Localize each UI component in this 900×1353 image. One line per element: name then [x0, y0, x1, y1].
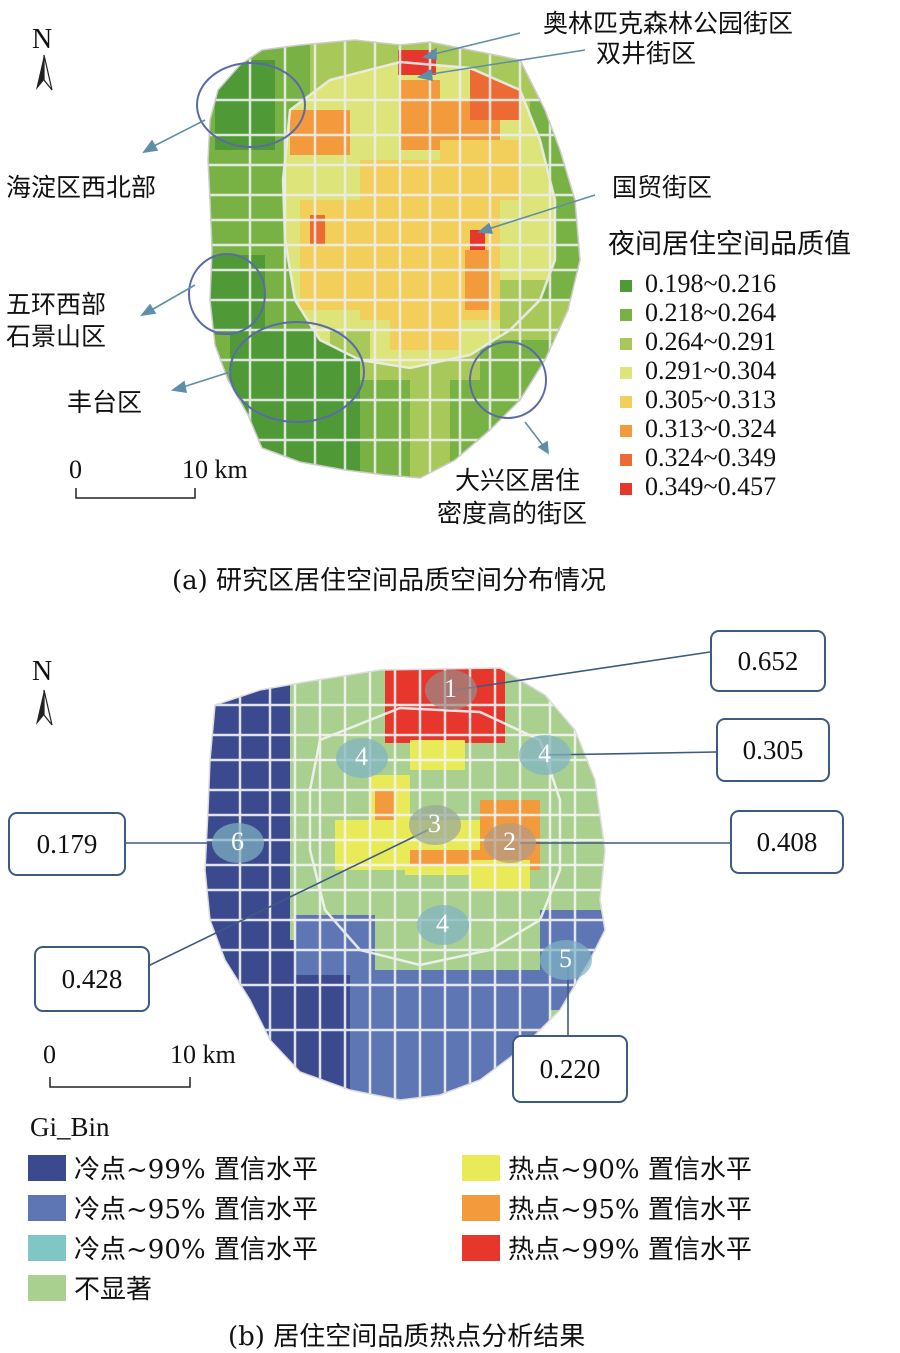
- label-wuhuan-1: 五环西部: [6, 290, 107, 319]
- label-shuangjing: 双井街区: [596, 39, 697, 68]
- caption-b: (b) 居住空间品质热点分析结果: [228, 1322, 586, 1352]
- label-guomao: 国贸街区: [612, 173, 713, 202]
- callout-cluster-3: 0.428: [34, 946, 150, 1012]
- legend-b-label-0: 冷点~99% 置信水平: [74, 1155, 318, 1185]
- cluster-1-marker: [425, 670, 477, 710]
- legend-a-swatch-1: [620, 309, 632, 321]
- cluster-3-label: 3: [428, 809, 441, 838]
- cluster-2-label: 2: [503, 827, 516, 856]
- legend-a-swatch-5: [620, 425, 632, 437]
- legend-b-swatch-0: [28, 1155, 66, 1181]
- cluster-5-marker: [540, 940, 592, 980]
- legend-a-label-1: 0.218~0.264: [645, 298, 777, 327]
- cluster-3-marker: [409, 805, 461, 845]
- legend-a-label-5: 0.313~0.324: [645, 414, 777, 443]
- legend-a-swatch-3: [620, 367, 632, 379]
- legend-b-swatch-3: [28, 1275, 66, 1301]
- cluster-6-marker: [212, 823, 264, 863]
- legend-a-swatches: [620, 280, 632, 495]
- cluster-4c-marker: [417, 905, 469, 945]
- legend-b-label-4: 热点~90% 置信水平: [508, 1155, 752, 1185]
- cluster-4a-label: 4: [355, 742, 368, 771]
- legend-a-swatch-4: [620, 396, 632, 408]
- callout-cluster-2: 0.408: [730, 810, 844, 874]
- ellipse-haidian: [196, 62, 306, 148]
- label-haidian: 海淀区西北部: [6, 173, 157, 202]
- legend-b-swatches: [28, 1155, 500, 1301]
- scale-bar-b: [49, 1077, 191, 1088]
- legend-b-swatch-2: [28, 1235, 66, 1261]
- legend-a-label-0: 0.198~0.216: [645, 269, 777, 298]
- north-arrow-b: [36, 689, 53, 726]
- label-wuhuan-2: 石景山区: [6, 322, 107, 351]
- callout-cluster-5: 0.220: [512, 1035, 628, 1103]
- legend-b-swatch-6: [462, 1235, 500, 1261]
- cluster-4b-label: 4: [538, 739, 551, 768]
- cluster-2-marker: [484, 823, 536, 863]
- callout-cluster-1: 0.652: [710, 630, 826, 692]
- legend-a-swatch-0: [620, 280, 632, 292]
- label-daxing-2: 密度高的街区: [437, 499, 588, 528]
- cluster-4c-label: 4: [436, 909, 449, 938]
- legend-a-label-7: 0.349~0.457: [645, 472, 777, 501]
- legend-b-swatch-5: [462, 1195, 500, 1221]
- scale-zero-a: 0: [69, 455, 82, 484]
- legend-b-label-5: 热点~95% 置信水平: [508, 1195, 752, 1225]
- legend-a-title: 夜间居住空间品质值: [608, 229, 851, 260]
- legend-a-label-2: 0.264~0.291: [645, 327, 777, 356]
- cluster-4a-marker: [336, 738, 388, 778]
- legend-b-label-3: 不显著: [74, 1275, 153, 1305]
- legend-b-label-2: 冷点~90% 置信水平: [74, 1235, 318, 1265]
- highlight-ellipses: [188, 62, 547, 423]
- callout-cluster-4: 0.305: [716, 718, 830, 782]
- label-fengtai: 丰台区: [67, 388, 143, 417]
- legend-a-swatch-6: [620, 454, 632, 466]
- label-daxing-1: 大兴区居住: [455, 466, 581, 495]
- legend-b-title: Gi_Bin: [30, 1112, 110, 1142]
- legend-b-swatch-1: [28, 1195, 66, 1221]
- ellipse-wuhuan: [188, 253, 266, 335]
- cluster-6-label: 6: [231, 827, 244, 856]
- cluster-markers: [212, 670, 592, 980]
- quality-map: [36, 32, 632, 499]
- label-olympic: 奥林匹克森林公园街区: [543, 9, 794, 38]
- callout-cluster-6: 0.179: [8, 812, 126, 876]
- north-arrow-a: [36, 54, 53, 91]
- scale-zero-b: 0: [43, 1040, 56, 1069]
- leader-lines: [140, 32, 596, 455]
- legend-a-swatch-7: [620, 483, 632, 495]
- caption-a: (a) 研究区居住空间品质空间分布情况: [172, 566, 607, 596]
- legend-a-label-3: 0.291~0.304: [645, 356, 777, 385]
- scale-bar-a: [75, 488, 196, 499]
- scale-ten-a: 10 km: [182, 455, 248, 484]
- north-label-a: N: [32, 24, 53, 55]
- ellipse-daxing: [469, 341, 547, 419]
- scale-ten-b: 10 km: [170, 1040, 236, 1069]
- legend-a-swatch-2: [620, 338, 632, 350]
- legend-a-label-6: 0.324~0.349: [645, 443, 777, 472]
- legend-b-label-1: 冷点~95% 置信水平: [74, 1195, 318, 1225]
- cluster-1-label: 1: [444, 674, 457, 703]
- legend-a-label-4: 0.305~0.313: [645, 385, 777, 414]
- north-label-b: N: [32, 656, 53, 687]
- legend-b-swatch-4: [462, 1155, 500, 1181]
- cluster-5-label: 5: [559, 944, 572, 973]
- legend-b-label-6: 热点~99% 置信水平: [508, 1235, 752, 1265]
- cluster-4b-marker: [519, 735, 571, 775]
- map-a-blocks: [208, 40, 580, 478]
